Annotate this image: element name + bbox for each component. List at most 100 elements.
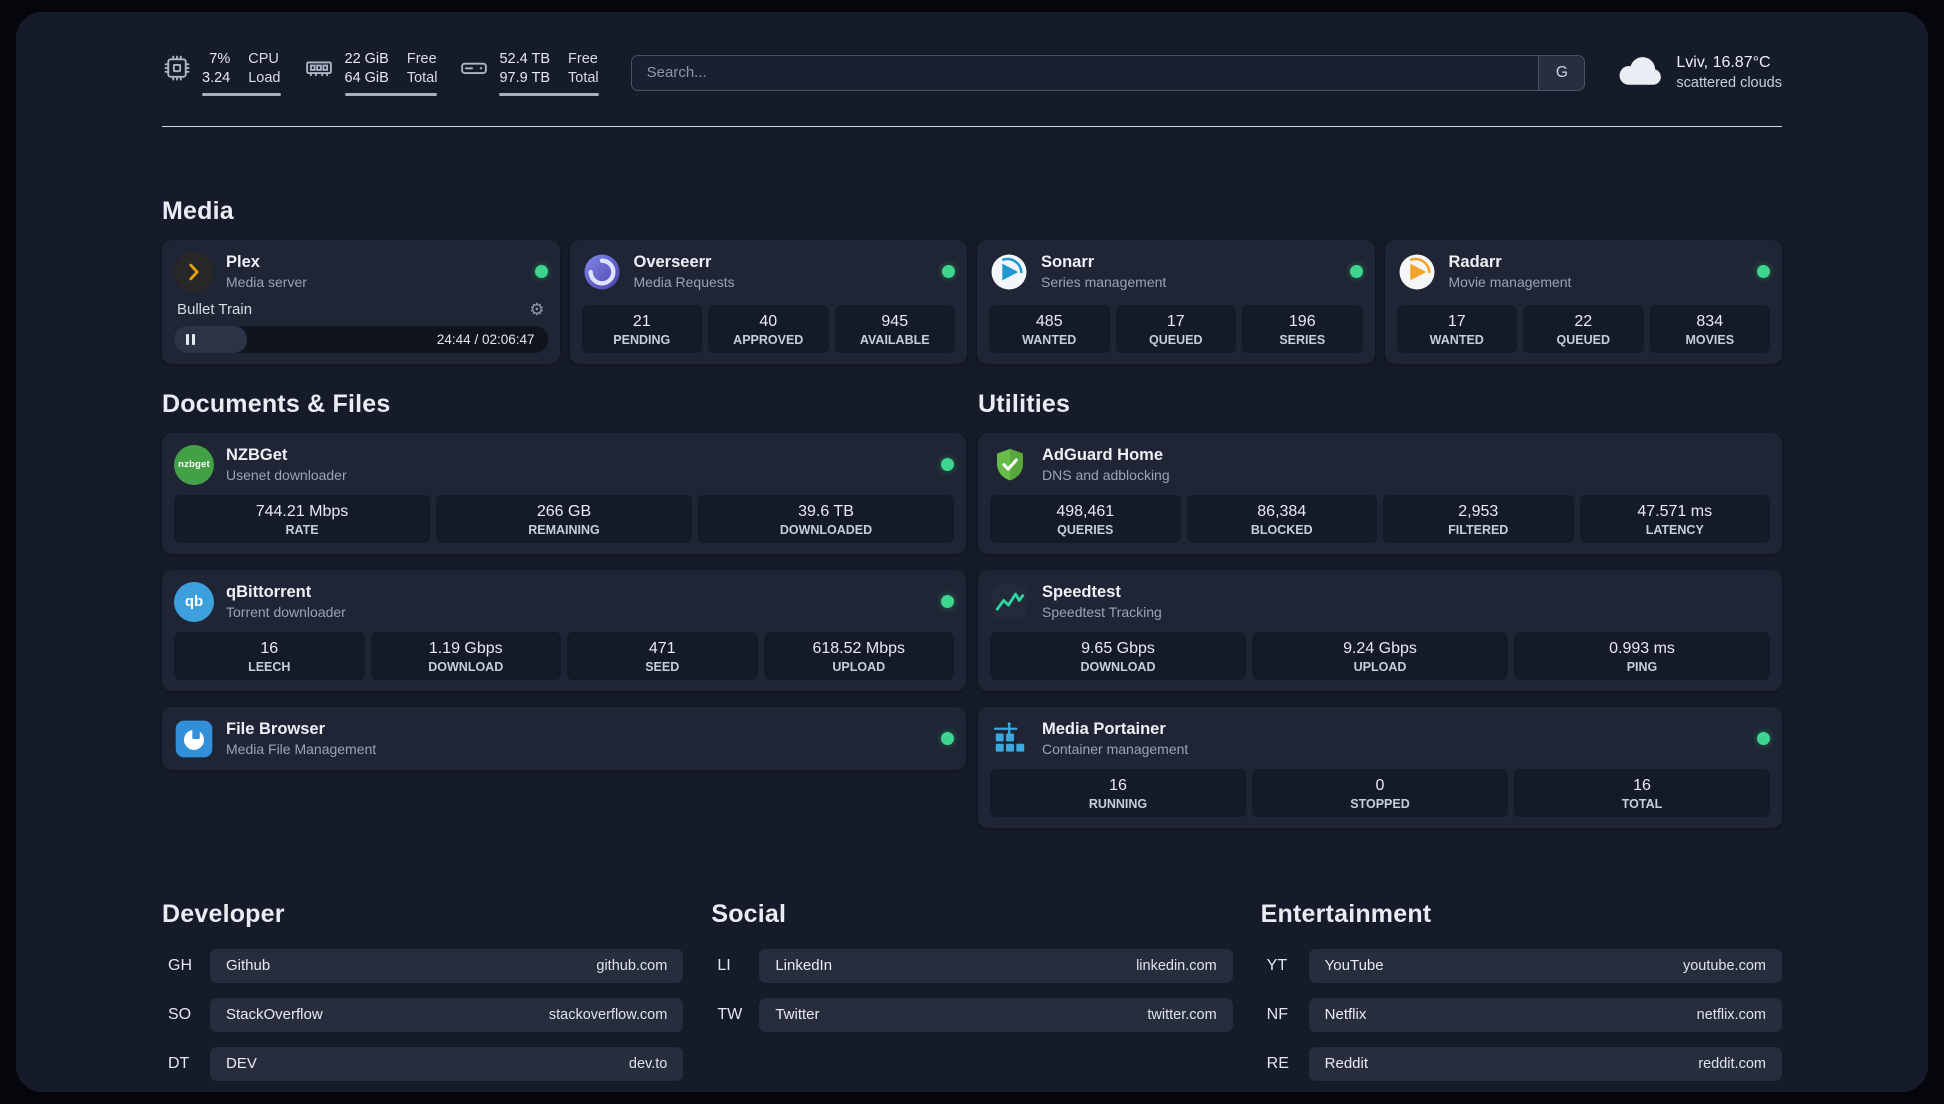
stat-remaining: 266 GB REMAINING	[436, 494, 692, 543]
link-github[interactable]: Github github.com	[210, 948, 684, 983]
list-item: NF Netflix netflix.com	[1261, 997, 1782, 1032]
stat-label: QUEUED	[1556, 332, 1610, 347]
stat-value: 9.24 Gbps	[1343, 639, 1417, 657]
link-dev[interactable]: DEV dev.to	[210, 1046, 684, 1081]
section-social: Social LI LinkedIn linkedin.com TW Twitt…	[711, 899, 1233, 1047]
section-developer: Developer GH Github github.com SO StackO…	[162, 900, 684, 1092]
stat-label: STOPPED	[1350, 796, 1410, 811]
link-name: YouTube	[1324, 957, 1384, 975]
memory-free-value: 22 GiB	[344, 51, 389, 67]
stat-value: 0	[1375, 776, 1385, 794]
disk-usage-bar	[499, 92, 599, 96]
memory-widget: 22 GiB Free 64 GiB Total	[303, 50, 438, 96]
link-url: linkedin.com	[1136, 957, 1217, 974]
stat-seed: 471 SEED	[567, 631, 758, 680]
radarr-icon	[1397, 252, 1437, 292]
link-url: dev.to	[628, 1055, 668, 1072]
stat-label: QUEUED	[1149, 332, 1203, 347]
cpu-usage-bar	[202, 92, 281, 96]
card-filebrowser[interactable]: File Browser Media File Management	[162, 706, 966, 770]
card-sonarr[interactable]: Sonarr Series management 485 WANTED 17 Q…	[977, 239, 1375, 364]
stat-queries: 498,461 QUERIES	[990, 494, 1181, 543]
stat-running: 16 RUNNING	[990, 768, 1246, 817]
plex-progress-fill	[174, 325, 247, 353]
card-qbittorrent[interactable]: qb qBittorrent Torrent downloader 16 LEE…	[162, 569, 966, 691]
stat-value: 485	[1035, 312, 1063, 330]
stat-label: DOWNLOAD	[1080, 659, 1156, 674]
now-playing-title: Bullet Train	[177, 300, 253, 318]
link-reddit[interactable]: Reddit reddit.com	[1308, 1046, 1782, 1081]
stat-label: WANTED	[1022, 332, 1077, 347]
stat-label: REMAINING	[528, 522, 600, 537]
card-speedtest[interactable]: Speedtest Speedtest Tracking 9.65 Gbps D…	[978, 569, 1782, 691]
card-plex[interactable]: Plex Media server Bullet Train ⚙ 24:44 /…	[162, 239, 560, 364]
youtube-icon: YT	[1266, 956, 1288, 974]
resource-widgets: 7% CPU 3.24 Load	[162, 50, 599, 96]
stat-value: 16	[1109, 776, 1127, 794]
section-title-entertainment: Entertainment	[1260, 899, 1432, 928]
stat-value: 834	[1696, 312, 1724, 330]
link-linkedin[interactable]: LinkedIn linkedin.com	[759, 948, 1233, 983]
stat-label: LATENCY	[1645, 522, 1704, 537]
section-title-social: Social	[711, 899, 787, 928]
section-documents: Documents & Files nzbget NZBGet Usenet d…	[162, 390, 966, 786]
link-youtube[interactable]: YouTube youtube.com	[1308, 948, 1782, 983]
qbittorrent-icon: qb	[174, 581, 214, 622]
card-adguard[interactable]: AdGuard Home DNS and adblocking 498,461 …	[978, 432, 1782, 554]
card-radarr[interactable]: Radarr Movie management 17 WANTED 22 QUE…	[1384, 239, 1782, 364]
card-overseerr[interactable]: Overseerr Media Requests 21 PENDING 40 A…	[569, 239, 967, 364]
gear-icon[interactable]: ⚙	[529, 299, 545, 319]
weather-condition: scattered clouds	[1676, 74, 1782, 91]
status-dot	[1349, 265, 1363, 279]
link-url: twitter.com	[1147, 1006, 1217, 1023]
link-stackoverflow[interactable]: StackOverflow stackoverflow.com	[210, 997, 684, 1032]
stat-value: 945	[881, 312, 909, 330]
search-input[interactable]	[631, 55, 1539, 90]
stat-label: DOWNLOADED	[779, 522, 873, 537]
stat-label: FILTERED	[1448, 522, 1509, 537]
link-url: github.com	[596, 957, 668, 974]
search-bar: G	[630, 54, 1586, 91]
cpu-label-2: Load	[248, 69, 281, 86]
status-dot	[942, 265, 955, 279]
plex-progress-bar[interactable]: 24:44 / 02:06:47	[174, 325, 548, 353]
stat-total: 16 TOTAL	[1514, 768, 1770, 817]
card-title: NZBGet	[226, 446, 288, 465]
stat-value: 22	[1574, 312, 1593, 330]
stat-value: 39.6 TB	[798, 502, 854, 520]
link-url: youtube.com	[1682, 957, 1766, 974]
stat-downloaded: 39.6 TB DOWNLOADED	[698, 494, 954, 543]
stat-upload: 618.52 Mbps UPLOAD	[763, 631, 954, 680]
stat-value: 471	[648, 639, 676, 657]
stat-download: 9.65 Gbps DOWNLOAD	[990, 631, 1246, 680]
pause-icon[interactable]	[186, 333, 195, 345]
card-title: Media Portainer	[1042, 720, 1166, 739]
card-portainer[interactable]: Media Portainer Container management 16 …	[978, 706, 1782, 828]
search-engine-button[interactable]: G	[1538, 55, 1585, 90]
link-name: Github	[226, 957, 271, 975]
card-title: AdGuard Home	[1042, 446, 1164, 465]
stat-value: 618.52 Mbps	[812, 639, 905, 657]
link-netflix[interactable]: Netflix netflix.com	[1308, 997, 1782, 1032]
card-title: Speedtest	[1042, 583, 1121, 602]
list-item: LI LinkedIn linkedin.com	[711, 948, 1233, 983]
topbar-divider	[162, 125, 1782, 127]
cpu-percent: 7%	[209, 51, 231, 67]
card-nzbget[interactable]: nzbget NZBGet Usenet downloader 744.21 M…	[162, 432, 966, 554]
status-dot	[941, 458, 954, 472]
link-url: stackoverflow.com	[548, 1006, 668, 1023]
memory-usage-bar	[344, 92, 438, 96]
list-item: TW Twitter twitter.com	[711, 997, 1233, 1032]
card-title: Overseerr	[633, 253, 712, 272]
stat-upload: 9.24 Gbps UPLOAD	[1252, 631, 1508, 680]
stat-label: RUNNING	[1088, 796, 1148, 811]
link-twitter[interactable]: Twitter twitter.com	[759, 997, 1233, 1032]
stat-approved: 40 APPROVED	[708, 304, 829, 353]
weather-location-temp: Lviv, 16.87°C	[1676, 54, 1771, 72]
netflix-icon: NF	[1266, 1005, 1288, 1023]
card-subtitle: DNS and adblocking	[1042, 467, 1170, 484]
stat-value: 266 GB	[536, 502, 592, 520]
stat-value: 16	[1633, 776, 1651, 794]
stat-label: RATE	[285, 522, 319, 537]
stat-label: PING	[1626, 659, 1658, 674]
